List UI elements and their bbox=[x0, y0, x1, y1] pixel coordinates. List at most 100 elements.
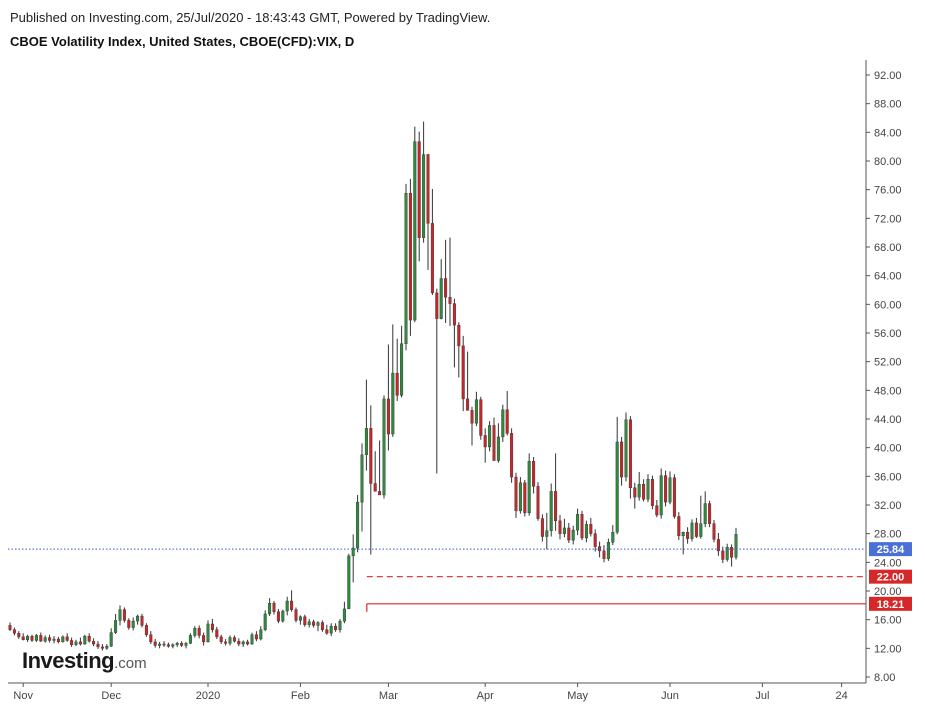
candle-body-down bbox=[395, 372, 399, 396]
x-tick-label: 24 bbox=[835, 690, 847, 702]
candle bbox=[391, 324, 395, 437]
candle bbox=[140, 613, 144, 628]
candle-body-down bbox=[523, 482, 527, 514]
candle bbox=[193, 626, 197, 638]
candle-body-down bbox=[92, 640, 96, 645]
candle-body-down bbox=[558, 520, 562, 534]
candle bbox=[686, 527, 690, 544]
candle-body-down bbox=[56, 638, 60, 643]
candle-body-up bbox=[281, 610, 285, 622]
candle bbox=[404, 183, 408, 351]
candle-body-down bbox=[320, 622, 324, 630]
candle bbox=[571, 525, 575, 545]
candle bbox=[241, 640, 245, 647]
candle bbox=[320, 620, 324, 632]
candle-body-down bbox=[426, 154, 430, 224]
candle bbox=[602, 545, 606, 563]
x-tick-label: Mar bbox=[379, 690, 398, 702]
candle-body-up bbox=[298, 616, 302, 621]
x-tick-label: Jul bbox=[755, 690, 769, 702]
candle-body-up bbox=[659, 475, 663, 516]
candle bbox=[206, 620, 210, 643]
y-tick-label: 92.00 bbox=[874, 70, 902, 82]
candle bbox=[246, 639, 250, 646]
candle-body-up bbox=[518, 482, 522, 511]
candle-body-up bbox=[285, 600, 289, 612]
candle bbox=[74, 639, 78, 647]
candle bbox=[373, 451, 377, 492]
candle bbox=[316, 621, 320, 632]
y-tick-label: 64.00 bbox=[874, 271, 902, 283]
candle-body-up bbox=[501, 409, 505, 438]
candle bbox=[56, 636, 60, 644]
candle-body-up bbox=[307, 621, 311, 625]
candle bbox=[259, 626, 263, 641]
candle-body-down bbox=[219, 636, 223, 643]
candle bbox=[474, 391, 478, 427]
candle-body-down bbox=[589, 524, 593, 534]
candle-body-up bbox=[118, 609, 122, 621]
candle bbox=[351, 534, 355, 583]
candle bbox=[312, 619, 316, 628]
candle bbox=[109, 628, 113, 647]
candle-body-down bbox=[8, 625, 12, 630]
level-badge-2-bg bbox=[869, 596, 912, 611]
candle bbox=[131, 617, 135, 631]
candle bbox=[215, 626, 219, 640]
candle bbox=[527, 453, 531, 516]
candle bbox=[659, 468, 663, 519]
candle bbox=[276, 608, 280, 624]
candle bbox=[562, 518, 566, 538]
candle-body-down bbox=[452, 303, 456, 326]
candle-body-up bbox=[496, 436, 500, 461]
candle-body-down bbox=[312, 621, 316, 626]
candle bbox=[448, 237, 452, 326]
candle-body-down bbox=[628, 419, 632, 489]
candle bbox=[699, 495, 703, 539]
candle bbox=[364, 379, 368, 471]
candle bbox=[664, 470, 668, 507]
candle bbox=[83, 634, 87, 645]
candle bbox=[457, 322, 461, 378]
candle-body-up bbox=[259, 629, 263, 640]
candles-layer bbox=[8, 121, 738, 651]
candle-body-up bbox=[545, 530, 549, 537]
y-tick-label: 28.00 bbox=[874, 529, 902, 541]
candle-body-down bbox=[100, 646, 104, 649]
candle bbox=[87, 633, 91, 643]
candle-body-down bbox=[12, 629, 16, 634]
candle bbox=[237, 638, 241, 647]
candle bbox=[532, 456, 536, 494]
candle bbox=[118, 605, 122, 626]
candle-body-down bbox=[716, 539, 720, 552]
candle bbox=[228, 635, 232, 646]
candle-body-up bbox=[611, 532, 615, 543]
candle-body-up bbox=[439, 278, 443, 319]
candle-body-down bbox=[276, 611, 280, 622]
candle bbox=[184, 641, 188, 649]
candle bbox=[329, 623, 333, 637]
candle-body-down bbox=[642, 484, 646, 500]
candle bbox=[514, 472, 518, 518]
candle-body-up bbox=[391, 372, 395, 435]
candle-body-down bbox=[180, 643, 184, 646]
candle bbox=[611, 525, 615, 546]
candle bbox=[70, 637, 74, 647]
candle bbox=[593, 529, 597, 552]
candle bbox=[510, 428, 514, 483]
candle-body-down bbox=[334, 625, 338, 630]
candle-body-up bbox=[364, 428, 368, 456]
candle bbox=[188, 633, 192, 645]
y-tick-label: 32.00 bbox=[874, 500, 902, 512]
candle bbox=[180, 641, 184, 647]
y-tick-label: 68.00 bbox=[874, 242, 902, 254]
candle-body-up bbox=[114, 620, 118, 633]
candle-body-up bbox=[263, 613, 267, 630]
candle-body-down bbox=[39, 635, 43, 642]
candle bbox=[166, 642, 170, 648]
candle bbox=[153, 639, 157, 648]
candle bbox=[633, 482, 637, 509]
candle-body-down bbox=[408, 193, 412, 321]
candle-body-up bbox=[400, 343, 404, 396]
